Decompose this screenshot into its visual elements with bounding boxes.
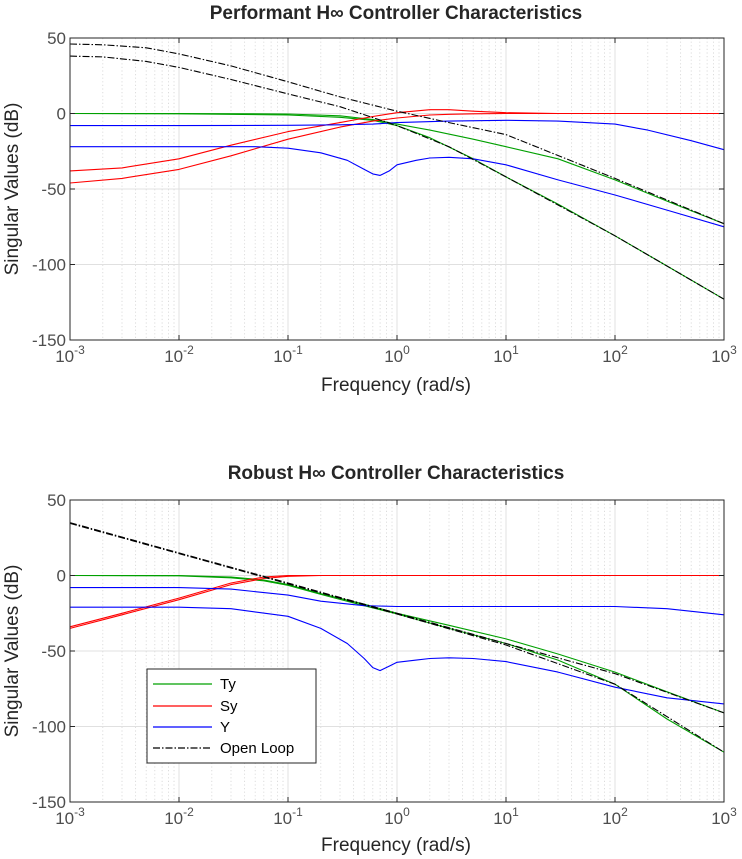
legend: Ty Sy Y Open Loop <box>146 668 317 764</box>
series-line-y <box>70 146 725 228</box>
robust-plot: Robust H∞ Controller Characteristics Fre… <box>2 463 737 856</box>
chart-title: Robust H∞ Controller Characteristics <box>228 463 565 484</box>
x-axis-label: Frequency (rad/s) <box>321 375 471 396</box>
y-tick-label: -150 <box>32 793 66 812</box>
x-tick-label: 102 <box>602 343 628 366</box>
x-tick-label: 102 <box>602 805 628 828</box>
y-tick-label: 50 <box>47 491 66 510</box>
series-line-y <box>70 606 725 705</box>
series-line-open-loop <box>69 522 725 714</box>
series-line-y <box>70 119 725 151</box>
series-line-sy <box>69 574 724 629</box>
x-tick-label: 10-3 <box>55 805 85 828</box>
y-tick-label: 0 <box>57 105 66 124</box>
y-tick-label: -100 <box>32 718 66 737</box>
y-tick-label: 0 <box>57 567 66 586</box>
legend-label-ty: Ty <box>220 676 236 693</box>
x-tick-label: 101 <box>493 805 519 828</box>
x-tick-label: 103 <box>711 805 737 828</box>
series-line-y <box>70 587 725 616</box>
x-tick-label: 10-1 <box>273 805 303 828</box>
y-tick-label: -100 <box>32 256 66 275</box>
chart-title: Performant H∞ Controller Characteristics <box>210 3 583 24</box>
series-line-open-loop <box>69 55 725 300</box>
series-line-open-loop <box>69 43 725 225</box>
x-tick-label: 100 <box>384 343 410 366</box>
x-tick-label: 10-1 <box>273 343 303 366</box>
y-tick-label: -50 <box>41 642 66 661</box>
series-line-open-loop <box>69 522 725 753</box>
x-tick-label: 103 <box>711 343 737 366</box>
series-line-sy <box>69 112 724 184</box>
performant-plot: Performant H∞ Controller Characteristics… <box>2 3 737 396</box>
y-tick-label: -150 <box>32 331 66 350</box>
x-tick-label: 101 <box>493 343 519 366</box>
x-tick-label: 100 <box>384 805 410 828</box>
y-tick-label: -50 <box>41 180 66 199</box>
y-axis-label: Singular Values (dB) <box>2 103 23 276</box>
x-tick-label: 10-3 <box>55 343 85 366</box>
y-tick-label: 50 <box>47 29 66 48</box>
y-axis-label: Singular Values (dB) <box>2 565 23 738</box>
x-tick-label: 10-2 <box>164 805 194 828</box>
legend-label-open-loop: Open Loop <box>220 740 294 757</box>
x-tick-label: 10-2 <box>164 343 194 366</box>
x-axis-label: Frequency (rad/s) <box>321 835 471 856</box>
legend-label-y: Y <box>220 719 230 736</box>
legend-box <box>146 668 317 764</box>
legend-label-sy: Sy <box>220 698 238 715</box>
series-line-ty <box>70 112 725 225</box>
